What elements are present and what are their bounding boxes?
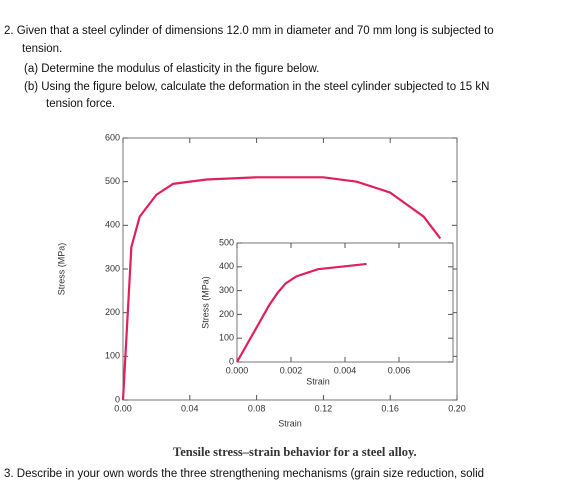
x-tick-label: 0.006 <box>388 365 411 375</box>
y-tick-label: 400 <box>219 261 234 271</box>
y-axis-label: Stress (MPa) <box>200 276 210 329</box>
y-tick-label: 600 <box>105 132 120 142</box>
x-axis-label: Strain <box>278 418 302 428</box>
y-axis-label: Stress (MPa) <box>56 243 66 296</box>
y-tick-label: 300 <box>219 285 234 295</box>
x-tick-label: 0.04 <box>181 403 199 413</box>
x-tick-label: 0.12 <box>315 403 333 413</box>
x-tick-label: 0.00 <box>114 403 132 413</box>
question-line: tension. <box>22 43 63 55</box>
caption: Tensile stress–strain behavior for a ste… <box>173 445 417 459</box>
y-tick-label: 500 <box>105 176 120 186</box>
stress-strain-curve <box>121 176 442 401</box>
axes-frame <box>236 242 454 363</box>
y-tick-label: 0 <box>115 394 120 404</box>
x-tick-label: 0.000 <box>226 365 249 375</box>
y-tick-label: 100 <box>105 351 120 361</box>
y-tick-label: 100 <box>219 333 234 343</box>
question-line: (b) Using the figure below, calculate th… <box>24 81 490 93</box>
question-line: (a) Determine the modulus of elasticity … <box>24 63 320 75</box>
question-line: 2. Given that a steel cylinder of dimens… <box>4 25 494 37</box>
x-tick-label: 0.16 <box>381 403 399 413</box>
y-tick-label: 200 <box>219 309 234 319</box>
x-tick-label: 0.004 <box>334 365 357 375</box>
question-line: tension force. <box>46 98 116 110</box>
y-tick-label: 300 <box>105 263 120 273</box>
stress-strain-curve <box>236 262 367 363</box>
y-tick-label: 400 <box>105 220 120 230</box>
x-tick-label: 0.08 <box>248 403 266 413</box>
x-axis-label: Strain <box>306 376 330 386</box>
x-tick-label: 0.20 <box>448 403 466 413</box>
x-tick-label: 0.002 <box>280 365 303 375</box>
y-tick-label: 200 <box>105 307 120 317</box>
next-question: 3. Describe in your own words the three … <box>4 468 485 480</box>
y-tick-label: 500 <box>219 237 234 247</box>
y-tick-label: 0 <box>229 356 234 366</box>
